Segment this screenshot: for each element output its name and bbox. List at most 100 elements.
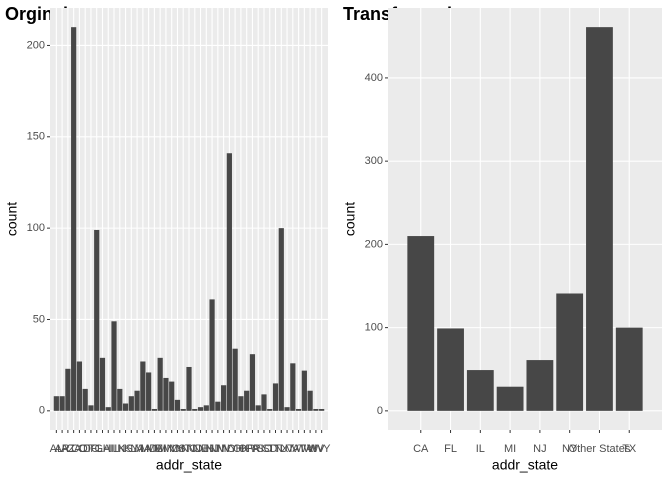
bar (407, 236, 435, 411)
bar (76, 361, 83, 411)
panel: Orginal050100150200ALARAZCACOCTDCFLGAHII… (4, 4, 331, 473)
bar (192, 408, 198, 411)
bar (117, 388, 123, 411)
x-tick-label: NH (198, 443, 214, 455)
x-tick-label: NC (181, 443, 197, 455)
bar (226, 153, 232, 411)
bar (151, 408, 157, 411)
x-tick-label: MO (163, 443, 181, 455)
x-tick-label: CT (78, 443, 93, 455)
x-tick-label: MI (504, 443, 516, 455)
bar (71, 27, 77, 411)
bar (267, 408, 273, 411)
x-tick-label: AZ (61, 443, 75, 455)
bar (186, 366, 192, 411)
x-tick-label: CO (71, 443, 88, 455)
bar (146, 372, 152, 411)
x-tick-label: FL (90, 443, 103, 455)
x-tick-label: NE (193, 443, 208, 455)
x-tick-label: TX (622, 443, 637, 455)
x-tick-label: NM (209, 443, 226, 455)
bar (301, 370, 307, 411)
bar (278, 228, 284, 411)
x-tick-label: RI (253, 443, 264, 455)
bar (290, 363, 296, 411)
x-tick-label: TN (268, 443, 283, 455)
y-tick-label: 200 (365, 238, 383, 250)
x-tick-label: OH (227, 443, 244, 455)
x-tick-label: OR (238, 443, 255, 455)
bar (169, 381, 175, 411)
bar (180, 408, 186, 411)
bar (319, 408, 325, 411)
x-tick-label: GA (95, 443, 112, 455)
bar (128, 396, 134, 411)
y-tick-label: 200 (27, 39, 45, 51)
x-tick-label: HI (103, 443, 114, 455)
bar (157, 357, 163, 411)
bar (59, 396, 65, 411)
bar (437, 328, 464, 411)
x-tick-label: TX (274, 443, 289, 455)
x-tick-label: MD (140, 443, 157, 455)
bar (295, 408, 302, 411)
y-axis-title: count (342, 202, 358, 236)
bar (82, 388, 88, 411)
y-axis-title: count (4, 202, 20, 236)
bar (122, 403, 129, 411)
bar (99, 357, 106, 411)
x-tick-label: VT (292, 443, 306, 455)
bar (94, 229, 100, 411)
bar (134, 390, 140, 411)
x-tick-label: NV (216, 443, 232, 455)
x-tick-label: IL (476, 443, 485, 455)
x-tick-label: MI (154, 443, 166, 455)
bar (249, 354, 256, 411)
y-tick-label: 0 (39, 405, 45, 417)
x-tick-label: NJ (533, 443, 546, 455)
bar (221, 385, 227, 411)
y-tick-label: 300 (365, 155, 383, 167)
bar (556, 293, 584, 411)
x-tick-label: CA (413, 443, 429, 455)
x-tick-label: MN (157, 443, 174, 455)
bar (284, 407, 290, 411)
x-tick-label: ND (187, 443, 203, 455)
bar (615, 327, 643, 411)
bar (105, 407, 111, 411)
x-tick-label: KY (124, 443, 139, 455)
bar (65, 368, 71, 411)
y-tick-label: 400 (365, 72, 383, 84)
x-tick-label: NY (562, 443, 578, 455)
bar (88, 405, 94, 411)
y-tick-label: 0 (377, 405, 383, 417)
bar (466, 370, 494, 411)
x-tick-label: ME (146, 443, 163, 455)
y-tick-label: 100 (365, 322, 383, 334)
bar (586, 27, 613, 411)
x-tick-label: WA (296, 443, 314, 455)
x-tick-label: NY (222, 443, 238, 455)
x-tick-label: WI (303, 443, 316, 455)
x-tick-label: WV (307, 443, 325, 455)
x-tick-label: IL (109, 443, 118, 455)
bar (174, 399, 181, 411)
x-tick-label: MA (135, 443, 152, 455)
bar (140, 361, 146, 411)
bar (203, 405, 209, 411)
bar (496, 386, 524, 411)
x-tick-label: AR (54, 443, 69, 455)
bar (215, 401, 221, 411)
x-axis-title: addr_state (492, 457, 558, 473)
x-tick-label: UT (280, 443, 295, 455)
panel: Transformed0100200300400CAFLILMINJNYOthe… (342, 4, 662, 473)
x-tick-label: DC (83, 443, 99, 455)
bar (261, 394, 267, 411)
bar (209, 299, 215, 411)
x-tick-label: Other States (569, 443, 631, 455)
bar (197, 407, 204, 411)
bar (307, 390, 313, 411)
bar (313, 408, 319, 411)
bar (238, 396, 244, 411)
